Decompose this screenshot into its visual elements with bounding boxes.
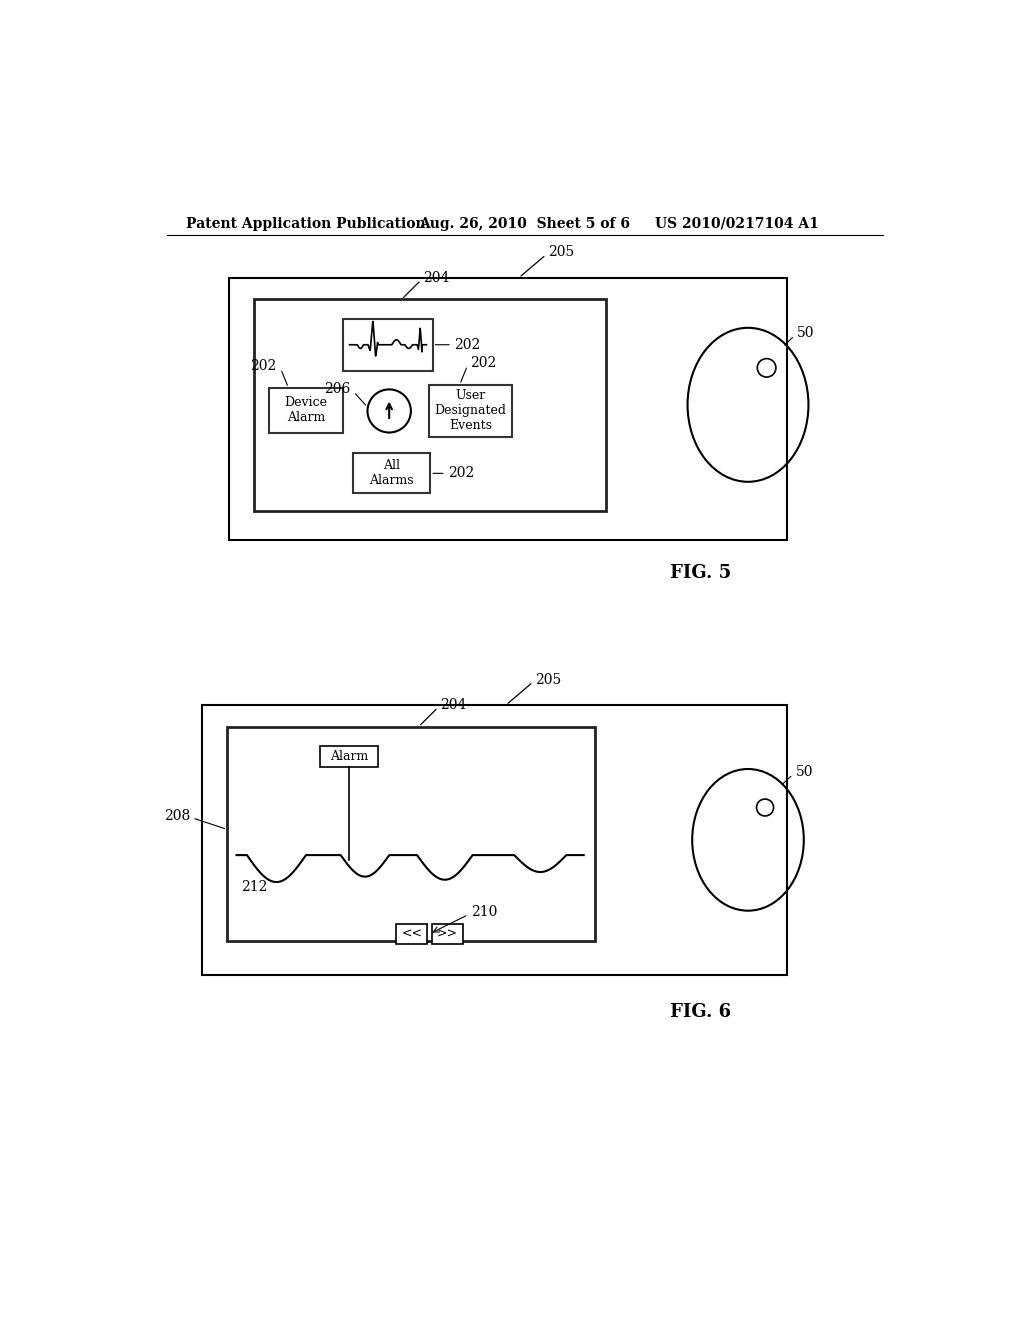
Bar (343, 318, 432, 371)
Text: 208: 208 (164, 809, 190, 822)
Text: 204: 204 (423, 271, 450, 285)
Text: 202: 202 (251, 359, 276, 374)
Bar (227, 726, 595, 941)
Bar (202, 705, 786, 974)
Text: User
Designated
Events: User Designated Events (434, 389, 507, 433)
Text: Aug. 26, 2010  Sheet 5 of 6: Aug. 26, 2010 Sheet 5 of 6 (419, 216, 630, 231)
Text: 212: 212 (241, 880, 267, 894)
Text: US 2010/0217104 A1: US 2010/0217104 A1 (655, 216, 819, 231)
Text: 206: 206 (325, 383, 350, 396)
Text: 50: 50 (797, 326, 814, 341)
Bar (352, 453, 430, 494)
Bar (269, 388, 343, 433)
Text: Device
Alarm: Device Alarm (285, 396, 328, 424)
Text: 210: 210 (471, 906, 497, 919)
Bar (396, 924, 427, 944)
Text: 50: 50 (796, 766, 813, 779)
Bar (432, 924, 463, 944)
Text: <<: << (401, 927, 422, 940)
Text: 202: 202 (449, 466, 474, 480)
Text: FIG. 6: FIG. 6 (671, 1003, 731, 1020)
Text: Patent Application Publication: Patent Application Publication (186, 216, 426, 231)
Text: 202: 202 (470, 356, 496, 370)
Bar (228, 277, 786, 540)
Bar (321, 746, 378, 767)
Text: 204: 204 (440, 698, 467, 711)
Bar (429, 385, 512, 437)
Text: 205: 205 (536, 673, 561, 686)
Text: All
Alarms: All Alarms (370, 459, 414, 487)
Text: >>: >> (437, 927, 458, 940)
Text: 205: 205 (549, 246, 574, 259)
Bar (254, 300, 606, 511)
Text: FIG. 5: FIG. 5 (671, 564, 732, 582)
Text: 202: 202 (455, 338, 480, 351)
Text: Alarm: Alarm (330, 750, 369, 763)
